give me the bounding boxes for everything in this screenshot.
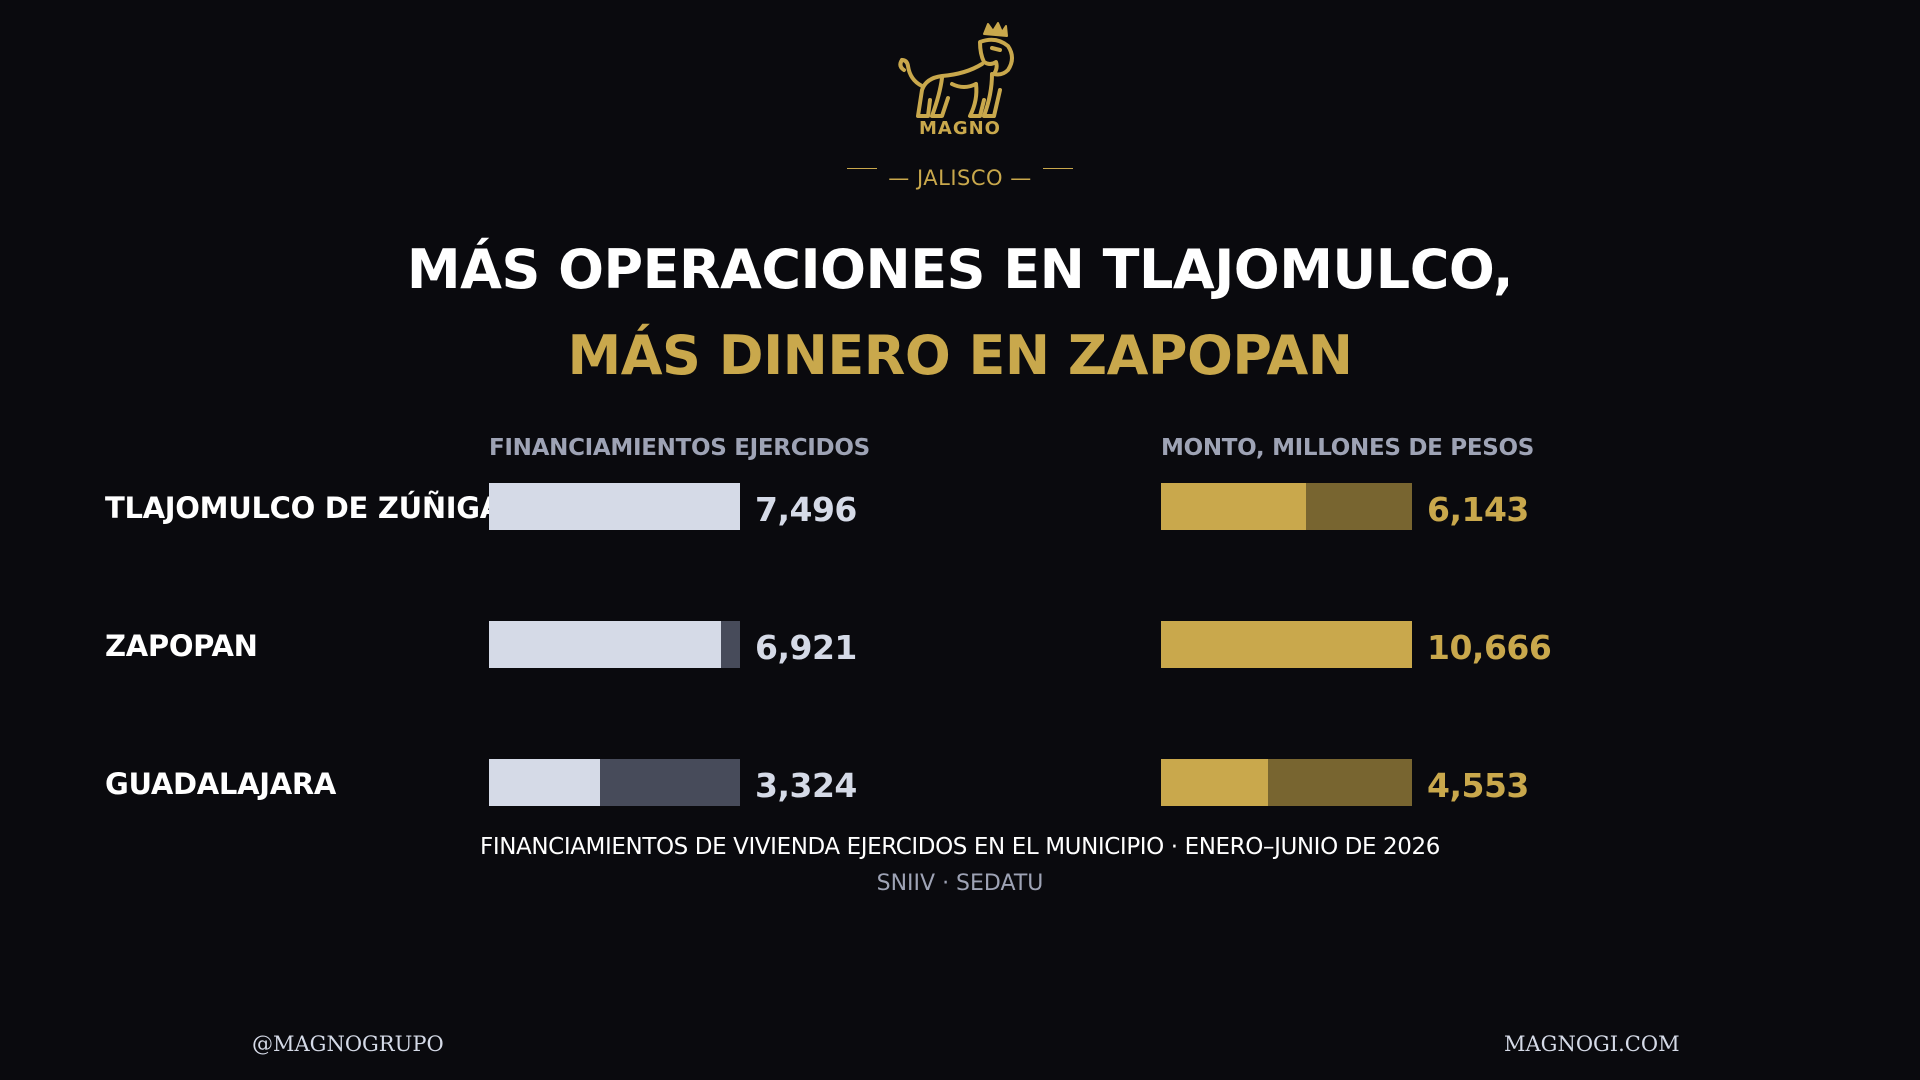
amount-bar-zapopan [1161, 621, 1412, 668]
chart-caption: FINANCIAMIENTOS DE VIVIENDA EJERCIDOS EN… [480, 834, 1440, 860]
ops-bar-track [489, 621, 740, 668]
ops-bar-track [489, 759, 740, 806]
amount-column-header: MONTO, MILLONES DE PESOS [1161, 435, 1535, 461]
ops-value-zapopan: 6,921 [755, 628, 857, 667]
ops-value-tlajomulco: 7,496 [755, 490, 857, 529]
amount-bar-tlajomulco [1161, 483, 1306, 530]
brand-wordmark: MAGNO [919, 118, 1001, 138]
headline-line-1: MÁS OPERACIONES EN TLAJOMULCO, [406, 238, 1514, 301]
municipality-label-guadalajara: GUADALAJARA [105, 767, 337, 801]
amount-bar-track [1161, 621, 1412, 668]
amount-value-zapopan: 10,666 [1427, 628, 1552, 667]
amount-bar-track [1161, 759, 1412, 806]
region-text: — JALISCO — [888, 166, 1032, 190]
data-source: SNIIV · SEDATU [876, 871, 1044, 896]
lion-icon [898, 22, 1014, 118]
municipality-label-tlajomulco: TLAJOMULCO DE ZÚÑIGA [105, 491, 502, 525]
ops-value-guadalajara: 3,324 [755, 766, 857, 805]
website-link: MAGNOGI.COM [1504, 1032, 1680, 1056]
amount-value-tlajomulco: 6,143 [1427, 490, 1529, 529]
municipality-label-zapopan: ZAPOPAN [105, 629, 258, 663]
social-handle: @MAGNOGRUPO [252, 1032, 444, 1056]
ops-column-header: FINANCIAMIENTOS EJERCIDOS [489, 435, 870, 461]
region-divider-left [847, 168, 877, 169]
amount-bar-guadalajara [1161, 759, 1269, 806]
magno-logo: MAGNO [898, 22, 1014, 138]
ops-bar-zapopan [489, 621, 721, 668]
ops-bar-guadalajara [489, 759, 601, 806]
ops-bar-track [489, 483, 740, 530]
region-divider-right [1043, 168, 1073, 169]
headline-line-2: MÁS DINERO EN ZAPOPAN [567, 324, 1353, 387]
ops-bar-tlajomulco [489, 483, 740, 530]
amount-bar-track [1161, 483, 1412, 530]
amount-value-guadalajara: 4,553 [1427, 766, 1529, 805]
region-label: — JALISCO — [810, 160, 1110, 200]
